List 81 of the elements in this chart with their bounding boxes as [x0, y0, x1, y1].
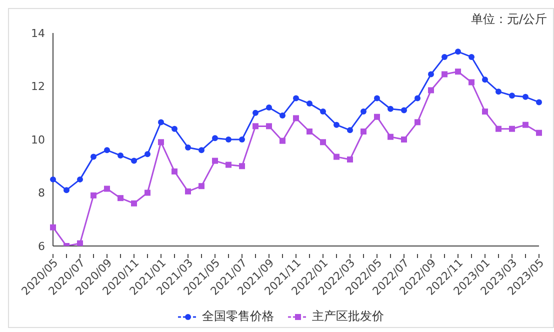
y-tick-label: 14 — [31, 26, 45, 40]
point — [144, 190, 150, 196]
point — [428, 87, 434, 94]
point — [468, 54, 474, 60]
point — [198, 147, 204, 154]
point — [496, 88, 502, 95]
point — [266, 123, 272, 130]
point — [334, 122, 340, 128]
point — [414, 119, 420, 126]
point — [77, 176, 83, 182]
point — [90, 154, 96, 160]
point — [428, 71, 434, 78]
point — [388, 106, 394, 112]
point — [536, 99, 542, 106]
point — [172, 168, 178, 174]
point — [77, 240, 83, 246]
point — [280, 112, 286, 119]
point — [226, 162, 232, 168]
point — [266, 104, 272, 111]
point — [388, 134, 394, 140]
point — [347, 156, 353, 162]
y-tick-label: 8 — [38, 186, 45, 200]
point — [226, 136, 232, 142]
point — [306, 128, 312, 135]
point — [50, 176, 56, 182]
point — [239, 163, 245, 170]
point — [158, 139, 164, 146]
point — [252, 110, 258, 116]
point — [334, 154, 340, 160]
point — [306, 100, 312, 107]
point — [293, 115, 299, 122]
point — [509, 126, 515, 132]
point — [104, 147, 110, 154]
text: 单位：元/公斤 — [470, 12, 547, 26]
point — [522, 122, 528, 128]
point — [104, 186, 110, 192]
point — [252, 123, 258, 130]
point — [131, 158, 137, 164]
point — [118, 152, 124, 158]
point — [50, 224, 56, 230]
point — [401, 136, 407, 142]
point — [239, 136, 245, 142]
point — [212, 135, 218, 142]
point — [198, 183, 204, 190]
point — [360, 108, 366, 115]
point — [536, 130, 542, 136]
point — [509, 92, 515, 99]
legend-label: 全国零售价格 — [201, 308, 274, 325]
point — [442, 54, 448, 60]
y-tick-label: 6 — [38, 240, 45, 253]
point — [118, 195, 124, 202]
y-tick-label: 12 — [31, 80, 45, 94]
point — [347, 127, 353, 134]
point — [455, 48, 461, 55]
point — [212, 158, 218, 164]
point — [185, 144, 191, 150]
point — [455, 68, 461, 75]
point — [482, 76, 488, 83]
point — [158, 119, 164, 126]
point — [293, 95, 299, 102]
point — [522, 94, 528, 100]
point — [64, 187, 70, 194]
point — [131, 200, 137, 206]
point — [320, 139, 326, 146]
point — [401, 107, 407, 114]
point — [414, 95, 420, 102]
point — [280, 138, 286, 144]
point — [374, 95, 380, 102]
point — [496, 126, 502, 132]
point — [90, 192, 96, 198]
point — [144, 151, 150, 158]
point — [320, 108, 326, 115]
point — [482, 108, 488, 115]
legend-label: 主产区批发价 — [311, 308, 384, 325]
y-tick-label: 10 — [31, 133, 45, 146]
point — [374, 114, 380, 120]
point — [442, 71, 448, 78]
point — [172, 126, 178, 132]
point — [185, 188, 191, 194]
point — [468, 79, 474, 86]
point — [360, 128, 366, 135]
